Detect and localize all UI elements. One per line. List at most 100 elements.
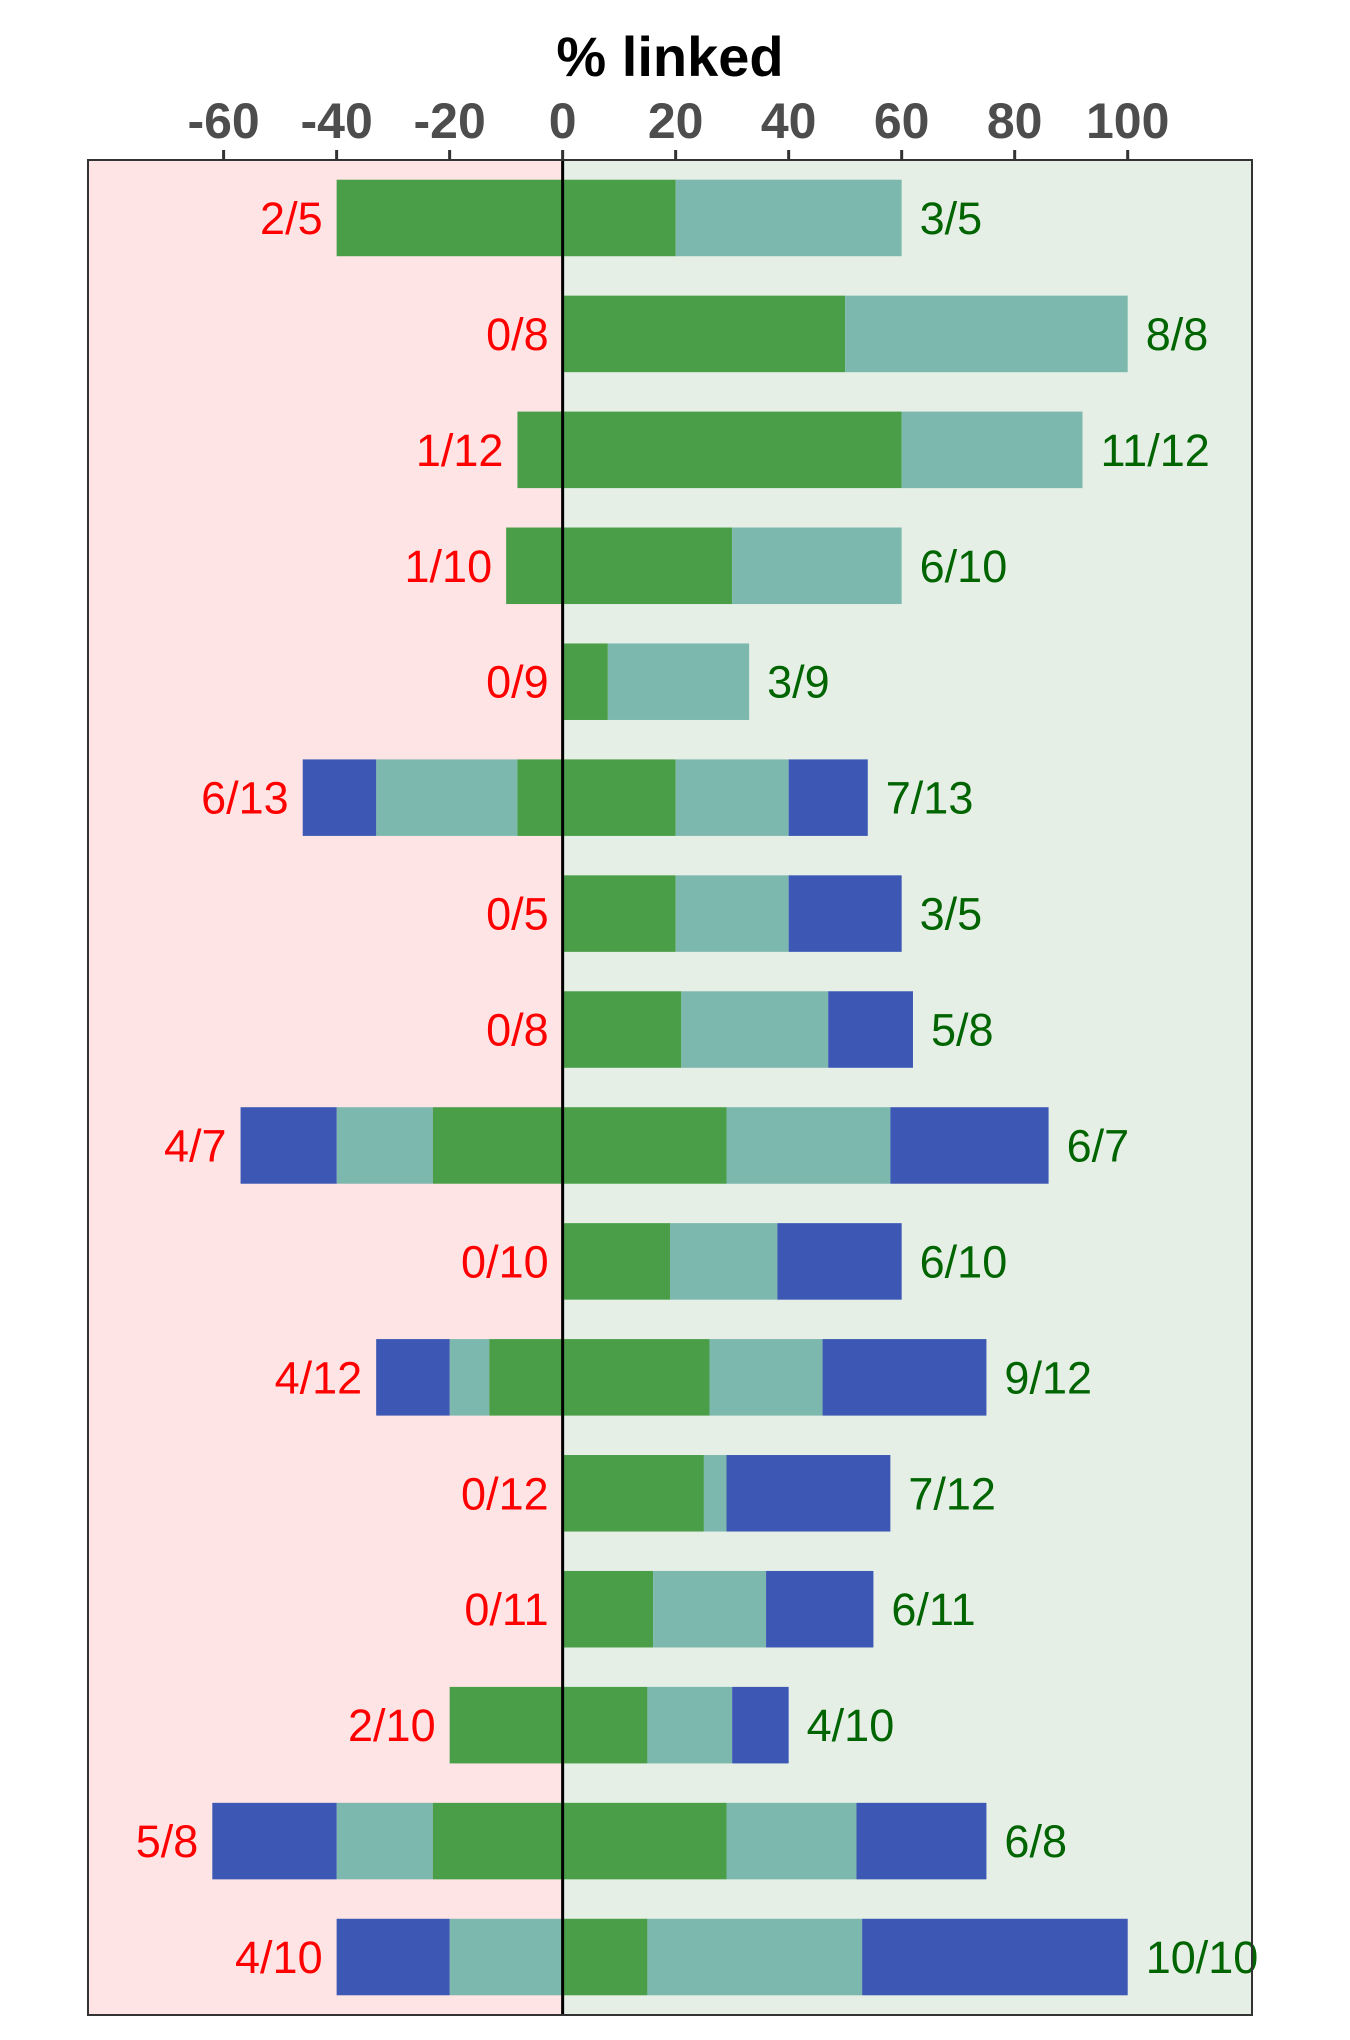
x-tick-label: 0	[549, 93, 577, 149]
bar-segment-row14-neg-1	[449, 1686, 563, 1764]
bar-segments	[212, 179, 1128, 1996]
bar-segment-row4-neg-1	[506, 527, 563, 605]
bar-segment-row14-pos-1	[562, 1686, 648, 1764]
negative-count-label: 6/13	[201, 773, 289, 824]
bar-segment-row13-pos-1	[562, 1570, 654, 1648]
positive-count-label: 11/12	[1100, 425, 1209, 476]
negative-count-label: 4/7	[164, 1120, 227, 1171]
bar-segment-row12-pos-2	[703, 1455, 727, 1532]
bar-segment-row7-pos-2	[675, 875, 789, 952]
bar-segment-row16-pos-2	[647, 1918, 863, 1996]
bar-segment-row7-pos-3	[788, 875, 902, 952]
bar-segment-row9-neg-1	[432, 1107, 563, 1184]
positive-count-label: 6/8	[1004, 1816, 1067, 1867]
bar-segment-row6-pos-1	[562, 759, 676, 836]
positive-count-label: 3/5	[920, 193, 983, 244]
positive-count-label: 6/11	[891, 1584, 975, 1635]
bar-segment-row10-pos-2	[670, 1223, 778, 1300]
x-tick-label: -60	[187, 93, 259, 149]
bar-segment-row6-neg-2	[376, 759, 518, 836]
bar-segment-row11-pos-3	[822, 1339, 987, 1416]
positive-count-label: 3/5	[920, 889, 983, 940]
bar-segment-row16-pos-1	[562, 1918, 648, 1996]
bar-segment-row5-pos-1	[562, 643, 608, 720]
bar-segment-row2-pos-1	[562, 295, 846, 373]
bar-segment-row10-pos-3	[777, 1223, 902, 1300]
positive-count-label: 6/10	[920, 1236, 1008, 1287]
bar-segment-row16-neg-2	[449, 1918, 563, 1996]
bar-segment-row10-pos-1	[562, 1223, 670, 1300]
bar-segment-row6-neg-1	[517, 759, 563, 836]
bar-segment-row3-pos-1	[562, 411, 902, 489]
bar-segment-row14-pos-2	[647, 1686, 733, 1764]
x-tick-label: -40	[300, 93, 372, 149]
bar-segment-row15-neg-3	[212, 1802, 337, 1880]
bar-segment-row2-pos-2	[845, 295, 1128, 373]
positive-count-label: 7/13	[886, 773, 974, 824]
positive-count-label: 3/9	[767, 657, 830, 708]
negative-count-label: 0/11	[464, 1584, 548, 1635]
bar-segment-row12-pos-3	[726, 1455, 891, 1532]
x-tick-label: 60	[874, 93, 930, 149]
negative-count-label: 0/5	[486, 889, 549, 940]
bar-segment-row9-pos-1	[562, 1107, 727, 1184]
x-axis-title: % linked	[556, 25, 783, 88]
bar-segment-row8-pos-3	[828, 991, 913, 1068]
negative-count-label: 2/10	[348, 1700, 436, 1751]
bar-segment-row8-pos-1	[562, 991, 682, 1068]
bar-segment-row1-pos-1	[562, 179, 676, 257]
bar-segment-row11-neg-1	[489, 1339, 563, 1416]
panel-border	[87, 159, 1253, 2016]
negative-count-label: 2/5	[260, 193, 323, 244]
bar-segment-row14-pos-3	[732, 1686, 789, 1764]
positive-count-label: 5/8	[931, 1005, 994, 1056]
bar-segment-row9-neg-3	[240, 1107, 337, 1184]
bar-segment-row11-pos-2	[709, 1339, 823, 1416]
bar-segment-row9-neg-2	[336, 1107, 433, 1184]
bar-segment-row15-neg-1	[432, 1802, 563, 1880]
bar-segment-row12-pos-1	[562, 1455, 704, 1532]
positive-count-label: 8/8	[1146, 309, 1209, 360]
positive-count-label: 4/10	[807, 1700, 895, 1751]
bar-segment-row13-pos-2	[653, 1570, 767, 1648]
bar-segment-row16-pos-3	[862, 1918, 1128, 1996]
bar-segment-row15-neg-2	[336, 1802, 433, 1880]
bar-segment-row9-pos-2	[726, 1107, 891, 1184]
negative-count-label: 4/10	[235, 1932, 323, 1983]
positive-count-label: 10/10	[1146, 1932, 1259, 1983]
bar-segment-row6-pos-2	[675, 759, 789, 836]
positive-count-label: 6/10	[920, 541, 1008, 592]
bar-segment-row6-pos-3	[788, 759, 868, 836]
bar-segment-row11-pos-1	[562, 1339, 710, 1416]
x-tick-label: 20	[648, 93, 704, 149]
bar-segment-row4-pos-1	[562, 527, 733, 605]
positive-count-label: 7/12	[908, 1468, 996, 1519]
negative-count-label: 5/8	[136, 1816, 199, 1867]
negative-count-label: 1/10	[405, 541, 493, 592]
bar-segment-row15-pos-3	[856, 1802, 987, 1880]
negative-count-label: 0/10	[461, 1236, 549, 1287]
negative-count-label: 4/12	[275, 1352, 363, 1403]
bar-segment-row1-pos-2	[675, 179, 902, 257]
negative-count-label: 0/12	[461, 1468, 549, 1519]
positive-count-label: 9/12	[1004, 1352, 1092, 1403]
bar-segment-row4-pos-2	[732, 527, 902, 605]
negative-count-label: 0/9	[486, 657, 549, 708]
bar-segment-row16-neg-3	[336, 1918, 450, 1996]
row-labels: 2/5 3/5 0/8 8/8 1/12 11/12 1/10 6/10 0/9 3/9 6/13 7…	[136, 193, 1259, 1983]
bar-segment-row13-pos-3	[766, 1570, 874, 1648]
bar-segment-row11-neg-3	[376, 1339, 450, 1416]
bar-segment-row9-pos-3	[890, 1107, 1049, 1184]
bar-segment-row1-neg-1	[336, 179, 563, 257]
negative-count-label: 0/8	[486, 309, 549, 360]
bar-segment-row15-pos-1	[562, 1802, 727, 1880]
x-tick-label: 40	[761, 93, 817, 149]
bar-segment-row7-pos-1	[562, 875, 676, 952]
bar-segment-row11-neg-2	[449, 1339, 490, 1416]
bar-segment-row3-neg-1	[517, 411, 563, 489]
positive-count-label: 6/7	[1067, 1120, 1130, 1171]
bar-segment-row8-pos-2	[681, 991, 829, 1068]
bar-segment-row6-neg-3	[302, 759, 377, 836]
negative-count-label: 1/12	[416, 425, 504, 476]
